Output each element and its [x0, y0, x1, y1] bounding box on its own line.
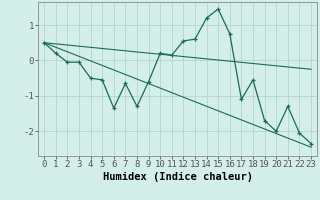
X-axis label: Humidex (Indice chaleur): Humidex (Indice chaleur) [103, 172, 252, 182]
